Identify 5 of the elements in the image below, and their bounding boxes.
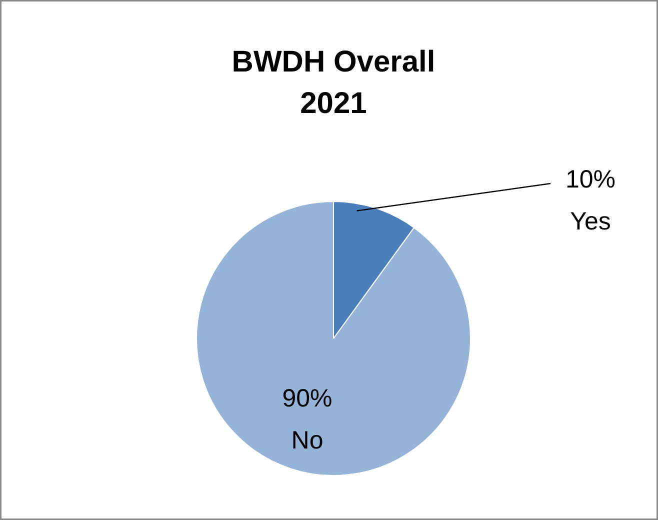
data-label: 10% — [565, 166, 616, 194]
data-label: 90% — [282, 384, 332, 412]
slice-label: Yes — [570, 208, 611, 236]
chart-title: BWDH Overall 2021 — [232, 46, 436, 120]
slice-label: No — [291, 426, 324, 454]
